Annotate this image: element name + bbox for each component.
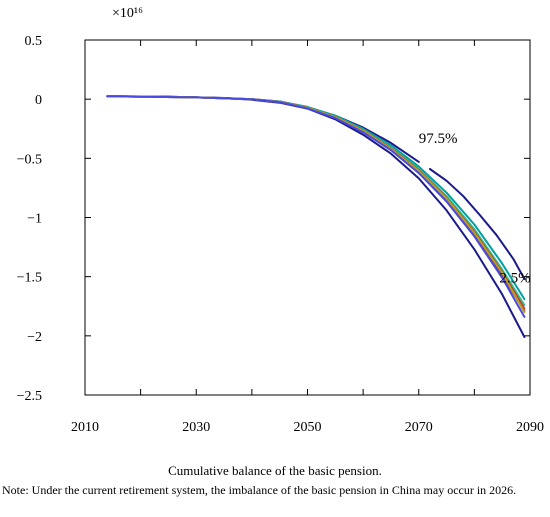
series-line-2	[428, 168, 526, 280]
y-tick-label: 0.5	[25, 34, 43, 49]
annotation-2: 2.5%	[499, 271, 530, 287]
x-tick-label: 2030	[182, 420, 210, 435]
series-line-8	[106, 95, 526, 314]
chart: 2010 2030 2050 2070 2090 0.5 0 −0.5 −1 −1.5 −2 −2.5…	[17, 6, 544, 435]
series-line-1	[106, 95, 420, 163]
annotation-1: 97.5%	[419, 131, 458, 147]
x-tick-label: 2090	[516, 420, 544, 435]
x-tick-label: 2070	[405, 420, 433, 435]
figure-note: Note: Under the current retirement syste…	[2, 483, 517, 497]
y-tick-label: −0.5	[17, 152, 42, 167]
x-tick-label: 2050	[294, 420, 322, 435]
y-tick-label: 0	[35, 93, 42, 108]
figure-caption: Cumulative balance of the basic pension.	[168, 463, 382, 478]
series-line-6	[106, 95, 526, 307]
series-line-5	[106, 95, 526, 301]
y-tick-label: −1.5	[17, 271, 42, 286]
series-line-4	[106, 95, 526, 312]
x-tick-label: 2010	[71, 420, 99, 435]
y-exponent-label: ×10¹⁶	[112, 6, 143, 21]
series-line-7	[106, 95, 526, 310]
y-tick-label: −2.5	[17, 389, 42, 404]
series-line-9	[106, 95, 526, 318]
y-tick-label: −2	[27, 330, 42, 345]
y-tick-label: −1	[27, 212, 42, 227]
